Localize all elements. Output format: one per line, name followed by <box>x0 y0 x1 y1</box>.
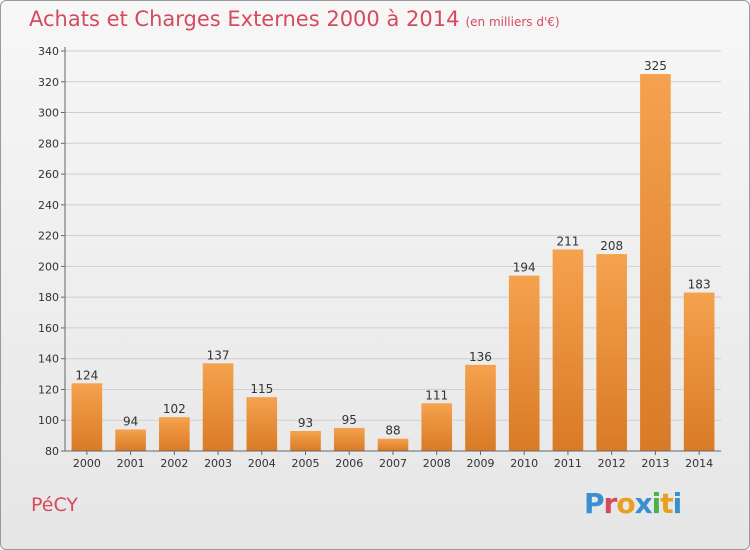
bar-value-label: 211 <box>556 234 579 248</box>
x-tick-label: 2005 <box>292 457 320 470</box>
x-tick-label: 2012 <box>598 457 626 470</box>
x-tick-label: 2002 <box>160 457 188 470</box>
bar-value-label: 124 <box>75 368 98 382</box>
bar-value-label: 94 <box>123 414 138 428</box>
bar <box>421 403 453 451</box>
x-axis-ticks: 2000 2001 2002 2003 2004 2005 2006 2007 2008 2009… <box>73 451 713 470</box>
logo-letter: i <box>672 487 683 520</box>
y-axis-ticks: 80 100 120 140 160 180 200 220 240 260 280 300 320 34… <box>38 45 65 458</box>
y-tick-label: 140 <box>38 353 59 366</box>
y-tick-label: 320 <box>38 76 59 89</box>
bar <box>640 74 671 452</box>
x-tick-label: 2000 <box>73 457 101 470</box>
bar <box>596 254 627 451</box>
x-tick-label: 2003 <box>204 457 232 470</box>
bar-value-labels: 124 94 102 137 115 93 95 88 111 136 194 211 208 325 18… <box>75 59 710 438</box>
bar-value-label: 95 <box>342 413 357 427</box>
chart-title: Achats et Charges Externes 2000 à 2014 (e… <box>29 7 560 31</box>
proxiti-logo: Proxiti <box>584 487 683 520</box>
bar <box>377 438 409 451</box>
y-tick-label: 240 <box>38 199 59 212</box>
x-tick-label: 2011 <box>554 457 582 470</box>
chart-subtitle: (en milliers d'€) <box>465 15 560 29</box>
y-tick-label: 280 <box>38 137 59 150</box>
y-tick-label: 260 <box>38 168 59 181</box>
bar <box>683 292 715 451</box>
x-tick-label: 2004 <box>248 457 276 470</box>
commune-name: PéCY <box>31 494 79 516</box>
y-tick-label: 340 <box>38 45 59 58</box>
logo-letter: o <box>616 487 635 520</box>
logo-letter: r <box>603 487 618 520</box>
bar-value-label: 183 <box>688 278 711 292</box>
bar-value-label: 111 <box>425 388 448 402</box>
bar-value-label: 194 <box>513 261 536 275</box>
bar <box>552 249 584 451</box>
y-tick-label: 300 <box>38 107 59 120</box>
logo-letter: x <box>634 487 653 520</box>
x-tick-label: 2014 <box>685 457 713 470</box>
logo-letter: i <box>651 487 662 520</box>
bar-value-label: 88 <box>385 424 400 438</box>
bar <box>290 431 321 451</box>
y-tick-label: 80 <box>45 445 59 458</box>
logo-letter: P <box>584 487 605 520</box>
y-tick-label: 180 <box>38 291 59 304</box>
bar <box>159 417 190 451</box>
y-tick-label: 200 <box>38 260 59 273</box>
x-tick-label: 2001 <box>117 457 145 470</box>
y-tick-label: 160 <box>38 322 59 335</box>
bar-value-label: 208 <box>600 239 623 253</box>
bars <box>71 74 715 452</box>
bar-value-label: 115 <box>250 382 273 396</box>
bar-value-label: 102 <box>163 402 186 416</box>
y-tick-label: 120 <box>38 383 59 396</box>
x-tick-label: 2013 <box>641 457 669 470</box>
bar-value-label: 325 <box>644 59 667 73</box>
x-tick-label: 2010 <box>510 457 538 470</box>
bar <box>202 363 234 451</box>
bar <box>508 275 540 451</box>
bar-value-label: 93 <box>298 416 313 430</box>
y-tick-label: 220 <box>38 230 59 243</box>
bar <box>465 364 496 451</box>
axes <box>64 47 721 452</box>
x-tick-label: 2007 <box>379 457 407 470</box>
bar <box>71 383 103 451</box>
x-tick-label: 2009 <box>466 457 494 470</box>
bar-value-label: 137 <box>207 348 230 362</box>
logo-letter: t <box>660 487 673 520</box>
bar <box>333 427 365 451</box>
y-tick-label: 100 <box>38 414 59 427</box>
chart-title-text: Achats et Charges Externes 2000 à 2014 <box>29 7 460 31</box>
bar <box>246 397 278 451</box>
x-tick-label: 2006 <box>335 457 363 470</box>
bar <box>115 429 146 451</box>
x-tick-label: 2008 <box>423 457 451 470</box>
bar-value-label: 136 <box>469 350 492 364</box>
